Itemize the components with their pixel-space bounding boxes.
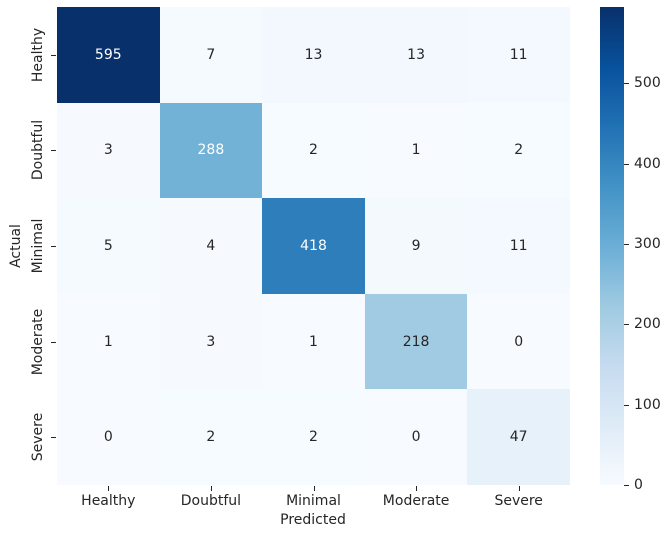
x-tick-mark [210, 486, 212, 491]
x-tick-label: Doubtful [180, 493, 242, 509]
y-tick-mark [51, 246, 56, 247]
y-tick-mark [51, 341, 56, 343]
x-tick-mark [108, 486, 110, 491]
x-tick-label: Minimal [286, 493, 341, 509]
x-tick-mark [416, 486, 418, 491]
colorbar-tick-label: 400 [634, 155, 661, 172]
heatmap-cell: 0 [57, 389, 160, 485]
colorbar-tick-mark [624, 243, 629, 245]
colorbar-tick-label: 200 [634, 316, 661, 333]
y-tick-label: Minimal [30, 218, 46, 274]
heatmap-cell: 2 [467, 102, 570, 199]
colorbar-tick-label: 0 [634, 477, 643, 493]
heatmap-cell: 218 [364, 293, 468, 390]
heatmap-cell: 0 [467, 293, 570, 390]
y-tick-label: Moderate [30, 308, 46, 375]
heatmap-cell: 9 [364, 198, 468, 294]
heatmap-cell: 13 [262, 7, 365, 103]
y-tick-mark [51, 150, 56, 152]
heatmap-grid: 595 7 13 13 11 3 288 2 1 2 5 4 418 9 11 1 3 1 218 0 0 2 2 0 47 [57, 7, 570, 485]
heatmap-cell: 7 [159, 7, 263, 103]
y-tick-label: Doubtful [30, 120, 46, 181]
heatmap-cell: 1 [262, 293, 365, 390]
x-tick-mark [518, 486, 520, 491]
colorbar-tick-label: 500 [634, 75, 661, 92]
x-tick-label: Healthy [81, 493, 136, 509]
heatmap-cell: 1 [57, 293, 160, 390]
heatmap-cell: 3 [57, 102, 160, 199]
heatmap-cell: 0 [364, 389, 468, 485]
y-tick-label: Healthy [30, 27, 46, 82]
heatmap-cell: 11 [467, 7, 570, 103]
heatmap-cell: 1 [364, 102, 468, 199]
x-tick-label: Severe [494, 493, 543, 509]
colorbar [600, 7, 624, 485]
y-tick-mark [51, 54, 56, 56]
heatmap-cell: 2 [262, 102, 365, 199]
heatmap-cell: 47 [467, 389, 570, 485]
colorbar-tick-mark [624, 404, 629, 406]
colorbar-tick-mark [624, 485, 629, 486]
x-axis-label: Predicted [280, 512, 346, 528]
heatmap-cell: 5 [57, 198, 160, 294]
heatmap-cell: 2 [262, 389, 365, 485]
x-tick-mark [313, 486, 315, 491]
y-tick-mark [51, 437, 56, 439]
heatmap-cell: 4 [159, 198, 263, 294]
heatmap-cell: 418 [262, 198, 365, 294]
colorbar-tick-label: 300 [634, 235, 661, 252]
heatmap-cell: 288 [159, 102, 263, 199]
heatmap-cell: 3 [159, 293, 263, 390]
colorbar-tick-mark [624, 83, 629, 85]
y-tick-label: Severe [30, 412, 46, 462]
heatmap-cell: 13 [364, 7, 468, 103]
colorbar-tick-mark [624, 163, 629, 165]
y-axis-label: Actual [8, 224, 24, 268]
colorbar-tick-label: 100 [634, 396, 661, 413]
x-tick-label: Moderate [382, 493, 450, 509]
heatmap-cell: 2 [159, 389, 263, 485]
heatmap-cell: 595 [57, 7, 160, 103]
colorbar-tick-mark [624, 324, 629, 326]
heatmap-cell: 11 [467, 198, 570, 294]
